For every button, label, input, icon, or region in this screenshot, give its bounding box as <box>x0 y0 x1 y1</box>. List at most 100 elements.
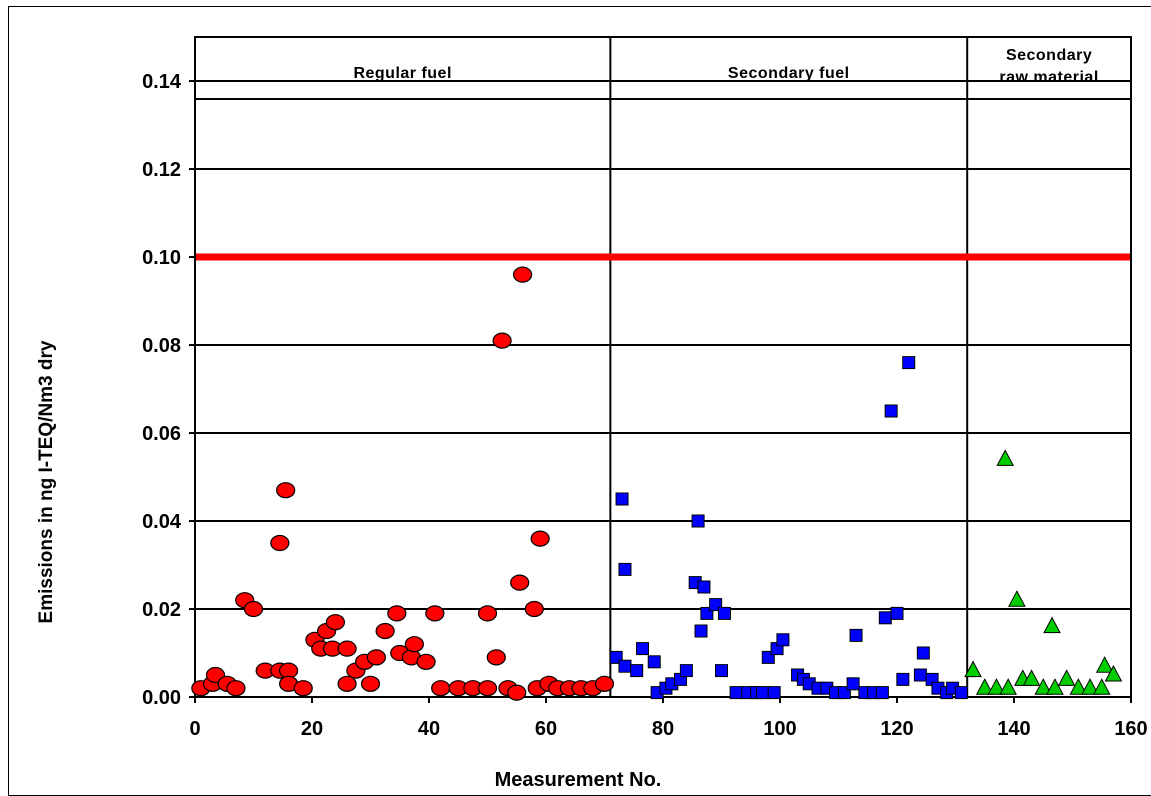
data-point-square <box>630 664 644 678</box>
data-point-triangle <box>1057 669 1076 686</box>
section-label: raw material <box>999 69 1098 86</box>
data-point-circle <box>226 680 246 697</box>
data-point-circle <box>507 684 527 701</box>
data-point-square <box>697 580 711 594</box>
data-point-square <box>896 672 910 686</box>
x-tick-label: 140 <box>997 718 1030 740</box>
y-axis-tick-labels: 0.00 0.02 0.04 0.06 0.08 0.10 0.12 0.14 <box>142 71 182 709</box>
data-point-square <box>913 668 927 682</box>
data-point-triangle <box>1022 669 1041 686</box>
data-point-circle <box>243 600 264 618</box>
data-point-circle <box>404 636 424 653</box>
data-point-circle <box>276 482 296 499</box>
data-point-triangle <box>964 660 982 678</box>
data-point-triangle <box>1104 664 1123 682</box>
data-point-square <box>916 646 930 660</box>
data-point-circle <box>425 605 445 622</box>
x-tick-label: 100 <box>763 718 796 740</box>
section-label: Secondary fuel <box>728 65 850 82</box>
data-point-circle <box>530 530 550 547</box>
data-point-square <box>715 664 728 678</box>
y-axis-label: Emissions in ng I-TEQ/Nm3 dry <box>36 340 57 623</box>
data-point-triangle <box>996 449 1015 466</box>
data-points <box>191 266 1123 701</box>
data-point-square <box>647 655 661 669</box>
x-tick-label: 120 <box>880 718 913 740</box>
data-point-triangle <box>1069 678 1088 695</box>
data-point-circle <box>293 680 313 697</box>
data-point-square <box>902 356 916 370</box>
data-point-square <box>954 686 968 700</box>
data-point-circle <box>512 266 533 283</box>
y-tick-label: 0.12 <box>142 159 181 181</box>
data-point-square <box>767 686 781 700</box>
gridlines <box>189 80 1132 703</box>
data-point-circle <box>387 605 407 622</box>
data-point-square <box>694 624 708 638</box>
x-axis-label: Measurement No. <box>495 769 662 789</box>
data-point-circle <box>524 600 544 618</box>
data-point-square <box>846 677 860 691</box>
data-point-triangle <box>1046 678 1064 695</box>
data-point-triangle <box>1008 590 1026 607</box>
section-label: Regular fuel <box>353 65 451 82</box>
data-point-square <box>615 492 629 506</box>
data-point-circle <box>325 614 345 631</box>
x-tick-label: 40 <box>418 718 440 740</box>
y-tick-label: 0.04 <box>142 511 182 533</box>
y-tick-label: 0.08 <box>142 335 181 357</box>
data-point-square <box>776 633 790 647</box>
data-point-triangle <box>1034 678 1053 695</box>
data-point-circle <box>431 680 451 697</box>
data-point-circle <box>594 675 615 692</box>
section-dividers <box>195 37 1131 697</box>
data-point-triangle <box>975 678 994 695</box>
x-tick-label: 60 <box>535 718 557 740</box>
x-tick-label: 0 <box>189 718 200 740</box>
data-point-square <box>618 562 632 576</box>
data-point-square <box>636 642 650 656</box>
data-point-circle <box>375 622 395 640</box>
data-point-triangle <box>1081 678 1099 695</box>
data-point-circle <box>366 649 386 666</box>
data-point-square <box>729 686 743 700</box>
y-tick-label: 0.06 <box>142 423 181 445</box>
data-point-circle <box>492 332 512 349</box>
data-point-square <box>878 611 892 625</box>
data-point-circle <box>360 675 381 692</box>
x-tick-label: 80 <box>652 718 674 740</box>
y-tick-label: 0.14 <box>142 71 182 93</box>
data-point-square <box>691 514 705 528</box>
data-point-triangle <box>999 678 1017 695</box>
data-point-square <box>884 404 898 418</box>
data-point-circle <box>337 675 357 692</box>
data-point-square <box>849 628 863 642</box>
y-tick-label: 0.00 <box>142 687 181 709</box>
data-point-square <box>875 686 889 700</box>
data-point-square <box>890 606 904 620</box>
data-point-circle <box>486 649 506 666</box>
data-point-square <box>618 659 632 673</box>
data-point-circle <box>416 653 436 670</box>
plot-area-border <box>194 36 1132 698</box>
x-tick-label: 20 <box>301 718 323 740</box>
x-axis-tick-labels: 0 20 40 60 80 100 120 140 160 <box>189 718 1147 740</box>
data-point-triangle <box>987 678 1006 695</box>
data-point-square <box>717 606 731 620</box>
y-tick-label: 0.10 <box>142 247 181 269</box>
data-point-triangle <box>1092 678 1111 695</box>
y-tick-label: 0.02 <box>142 599 181 621</box>
section-labels: Regular fuel Secondary fuel Secondary raw m… <box>353 47 1098 86</box>
data-point-triangle <box>1095 656 1114 673</box>
data-point-circle <box>270 534 290 552</box>
data-point-circle <box>477 680 498 697</box>
data-point-circle <box>477 605 498 622</box>
data-point-triangle <box>1043 616 1061 634</box>
data-point-square <box>755 686 769 700</box>
x-tick-label: 160 <box>1114 718 1147 740</box>
data-point-circle <box>337 640 357 657</box>
section-label: Secondary <box>1006 47 1092 64</box>
data-point-circle <box>510 574 530 591</box>
data-point-square <box>679 664 693 678</box>
